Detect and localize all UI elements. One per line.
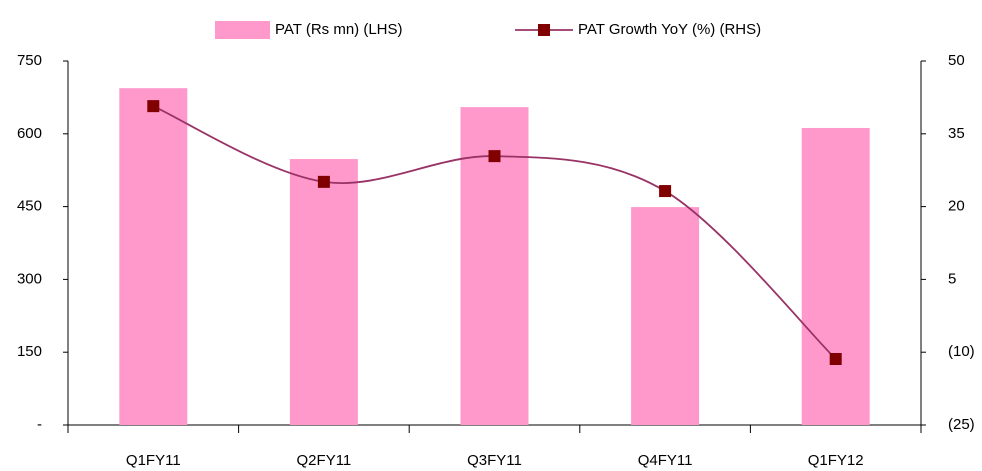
x-tick-label: Q3FY11 xyxy=(467,452,522,469)
marker xyxy=(829,352,842,365)
y2-tick-label: 35 xyxy=(948,125,965,142)
bar xyxy=(119,88,188,426)
y2-tick-label: 5 xyxy=(948,270,956,287)
y2-tick-label: (10) xyxy=(948,343,975,360)
y-tick-label: 300 xyxy=(17,270,42,287)
y-tick-label: - xyxy=(37,416,42,433)
bar xyxy=(289,159,358,425)
y2-tick-label: 20 xyxy=(948,198,965,215)
x-tick-label: Q1FY12 xyxy=(808,452,864,469)
bar xyxy=(631,207,700,425)
legend-label: PAT (Rs mn) (LHS) xyxy=(275,21,403,38)
y-tick-label: 450 xyxy=(17,198,42,215)
marker xyxy=(488,150,501,163)
y2-tick-label: (25) xyxy=(948,416,975,433)
x-tick-label: Q1FY11 xyxy=(126,452,181,469)
y-tick-label: 150 xyxy=(17,343,42,360)
bar xyxy=(801,127,870,425)
marker xyxy=(659,185,672,198)
y2-tick-label: 50 xyxy=(948,52,965,69)
y-tick-label: 750 xyxy=(17,52,42,69)
legend-swatch xyxy=(215,21,270,39)
x-tick-label: Q2FY11 xyxy=(297,452,352,469)
legend-label: PAT Growth YoY (%) (RHS) xyxy=(578,21,761,38)
marker xyxy=(317,175,330,188)
legend-marker xyxy=(538,24,550,36)
marker xyxy=(147,100,160,113)
y-tick-label: 600 xyxy=(17,125,42,142)
x-tick-label: Q4FY11 xyxy=(638,452,693,469)
